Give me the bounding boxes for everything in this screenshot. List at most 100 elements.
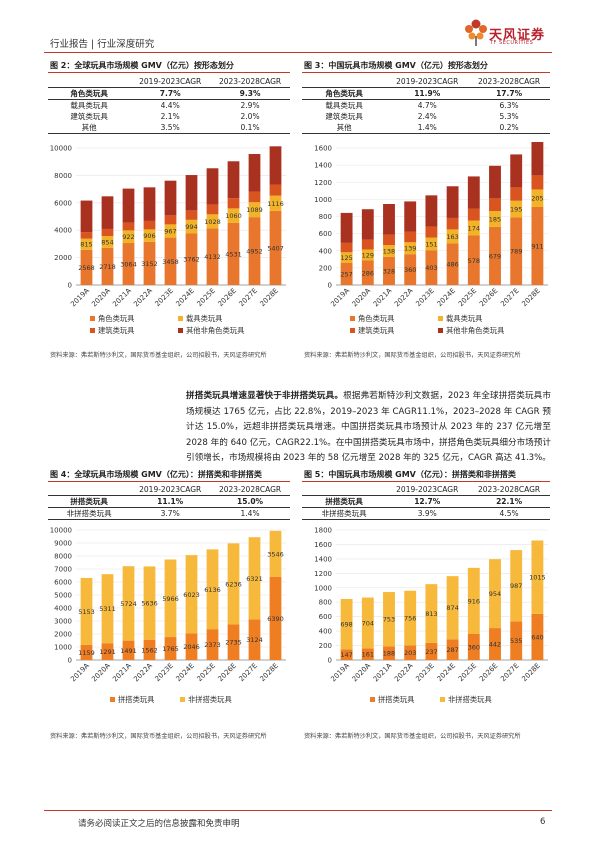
- logo-en: TF SECURITIES: [490, 40, 534, 46]
- y-tick-label: 3000: [54, 618, 72, 626]
- table-header-row-cell: 2023-2028CAGR: [468, 484, 550, 496]
- data-label: 5311: [99, 605, 116, 613]
- bar-segment: [510, 200, 523, 218]
- x-tick-label: 2026E: [217, 662, 238, 683]
- legend-label: 拼搭类玩具: [118, 695, 155, 704]
- fig2-cagr-table: 2019-2023CAGR 2023-2028CAGR 角色类玩具 7.7% 9.3% 载…: [48, 76, 290, 134]
- y-tick-label: 7000: [54, 566, 72, 574]
- data-label: 1060: [225, 212, 242, 220]
- table-row-cell: 17.7%: [468, 87, 550, 100]
- bar-segment: [425, 195, 438, 227]
- bar-segment: [340, 212, 353, 243]
- data-label: 3152: [141, 260, 158, 268]
- data-label: 174: [468, 225, 480, 233]
- bar-segment: [269, 576, 282, 660]
- bar-segment: [425, 250, 438, 285]
- x-tick-label: 2021A: [372, 287, 394, 309]
- x-tick-label: 2027E: [238, 662, 259, 683]
- bar-segment: [143, 566, 156, 640]
- table-header-row: 2019-2023CAGR 2023-2028CAGR: [48, 484, 290, 496]
- bar-segment: [80, 577, 93, 645]
- bar-segment: [489, 198, 501, 212]
- bar-segment: [531, 540, 544, 614]
- x-tick-label: 2019A: [329, 287, 351, 309]
- bar-segment: [510, 621, 523, 660]
- bar-segment: [446, 217, 459, 230]
- bar-segment: [80, 238, 93, 250]
- bar-segment: [510, 154, 523, 188]
- x-tick-label: 2021A: [111, 662, 133, 684]
- data-label: 1765: [162, 645, 179, 653]
- bar-segment: [185, 233, 198, 285]
- data-label: 911: [531, 242, 543, 250]
- x-tick-label: 2023E: [154, 287, 175, 308]
- bar-segment: [269, 210, 282, 285]
- data-label: 854: [101, 238, 113, 246]
- table-row-cell: 2.1%: [160, 112, 180, 121]
- bar-segment: [80, 200, 93, 233]
- bar-segment: [143, 241, 156, 285]
- x-tick-label: 2025E: [457, 662, 478, 683]
- y-tick-label: 1600: [314, 541, 332, 549]
- x-tick-label: 2023E: [154, 662, 175, 683]
- logo-cn: 天风证券: [489, 28, 546, 43]
- bar-segment: [227, 624, 240, 660]
- x-tick-label: 2025E: [196, 287, 217, 308]
- data-label: 987: [510, 582, 522, 590]
- x-tick-label: 2019A: [69, 287, 91, 309]
- y-tick-label: 1000: [54, 644, 72, 652]
- table-row-cell: 其他: [48, 122, 131, 134]
- legend-label: 非拼搭类玩具: [188, 695, 232, 704]
- x-tick-label: 2020A: [351, 662, 373, 684]
- data-label: 5724: [120, 600, 137, 608]
- bar-segment: [101, 643, 114, 660]
- table-header-row-cell: 2023-2028CAGR: [210, 484, 290, 496]
- table-row-cell: 11.9%: [386, 87, 469, 100]
- table-row-cell: 3.7%: [130, 507, 211, 520]
- y-tick-label: 1600: [314, 145, 332, 153]
- fig4-title-rule: [48, 481, 290, 482]
- table-header-row-cell: [302, 76, 387, 88]
- data-label: 5636: [141, 600, 158, 608]
- data-label: 679: [489, 252, 501, 260]
- data-label: 1028: [204, 218, 221, 226]
- bar-segment: [425, 226, 438, 238]
- bar-segment: [425, 642, 438, 660]
- bar-segment: [164, 224, 177, 238]
- bar-segment: [164, 637, 177, 660]
- fig3-cagr-table: 2019-2023CAGR 2023-2028CAGR 角色类玩具 11.9% 17.7…: [302, 76, 550, 134]
- bar-segment: [185, 175, 198, 211]
- data-label: 874: [446, 604, 458, 612]
- table-row-cell: 6.3%: [499, 101, 519, 110]
- table-header-row-cell: [302, 484, 387, 496]
- bar-segment: [227, 198, 240, 209]
- bar-segment: [383, 592, 395, 647]
- table-row-cell: 3.9%: [386, 507, 469, 520]
- y-tick-label: 200: [319, 642, 332, 650]
- y-tick-label: 800: [319, 213, 332, 221]
- table-row-cell: 非拼搭类玩具: [302, 507, 387, 520]
- y-tick-label: 1200: [314, 179, 332, 187]
- bar-segment: [206, 629, 219, 660]
- data-label: 1562: [141, 646, 158, 654]
- table-row-cell: 建筑类玩具: [70, 112, 108, 121]
- x-tick-label: 2026E: [217, 287, 238, 308]
- legend-swatch: [178, 328, 183, 333]
- data-label: 1116: [267, 200, 284, 208]
- legend-label: 拼搭类玩具: [378, 695, 415, 704]
- data-label: 906: [143, 232, 155, 240]
- fig4-bar-chart: 0 1000 2000 3000 4000 5000 6000 7000 8000 9000 100…: [50, 527, 286, 704]
- data-label: 6236: [225, 580, 242, 588]
- bar-segment: [122, 243, 135, 285]
- bar-segment: [143, 229, 156, 242]
- table-row-cell: 载具类玩具: [70, 101, 108, 110]
- y-tick-label: 200: [319, 264, 332, 272]
- bar-segment: [510, 550, 523, 622]
- fig2-title-rule: [48, 72, 290, 73]
- table-header-row-cell: 2019-2023CAGR: [130, 484, 211, 496]
- data-label: 139: [404, 245, 416, 253]
- bar-segment: [101, 228, 114, 237]
- data-label: 3546: [267, 550, 284, 558]
- table-header-row: 2019-2023CAGR 2023-2028CAGR: [302, 76, 550, 88]
- bar-segment: [227, 543, 240, 625]
